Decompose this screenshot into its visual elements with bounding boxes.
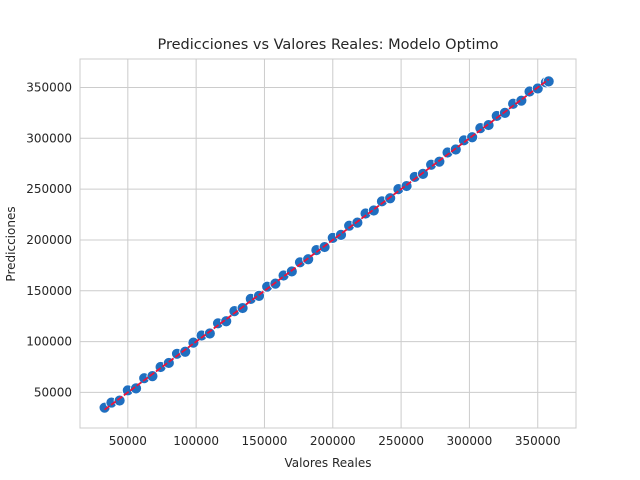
scatter-point: [542, 75, 555, 88]
scatter-point: [113, 394, 126, 407]
scatter-point: [179, 345, 192, 358]
ticks-layer: 50000 100000 150000 200000 250000 300000 35000…: [26, 80, 560, 448]
y-tick-label: 300000: [26, 131, 72, 145]
y-tick-label: 200000: [26, 233, 72, 247]
scatter-point: [203, 327, 216, 340]
plot-frame: [79, 58, 577, 429]
x-tick-label: 300000: [447, 434, 493, 448]
x-tick-label: 150000: [242, 434, 288, 448]
scatter-point: [220, 315, 233, 328]
line-layer: [104, 78, 550, 411]
y-tick-label: 50000: [34, 385, 72, 399]
x-tick-label: 100000: [173, 434, 219, 448]
x-tick-label: 50000: [109, 434, 147, 448]
y-tick-label: 150000: [26, 284, 72, 298]
x-tick-label: 350000: [515, 434, 561, 448]
x-tick-label: 250000: [378, 434, 424, 448]
y-tick-label: 250000: [26, 182, 72, 196]
y-tick-label: 350000: [26, 80, 72, 94]
x-tick-label: 200000: [310, 434, 356, 448]
scatter-point: [130, 382, 142, 395]
x-axis-label: Valores Reales: [285, 456, 372, 470]
reference-line: [104, 78, 550, 411]
y-axis-label: Predicciones: [4, 206, 18, 281]
y-tick-label: 100000: [26, 335, 72, 349]
scatter-point: [146, 370, 159, 383]
chart-title: Predicciones vs Valores Reales: Modelo O…: [157, 37, 498, 53]
